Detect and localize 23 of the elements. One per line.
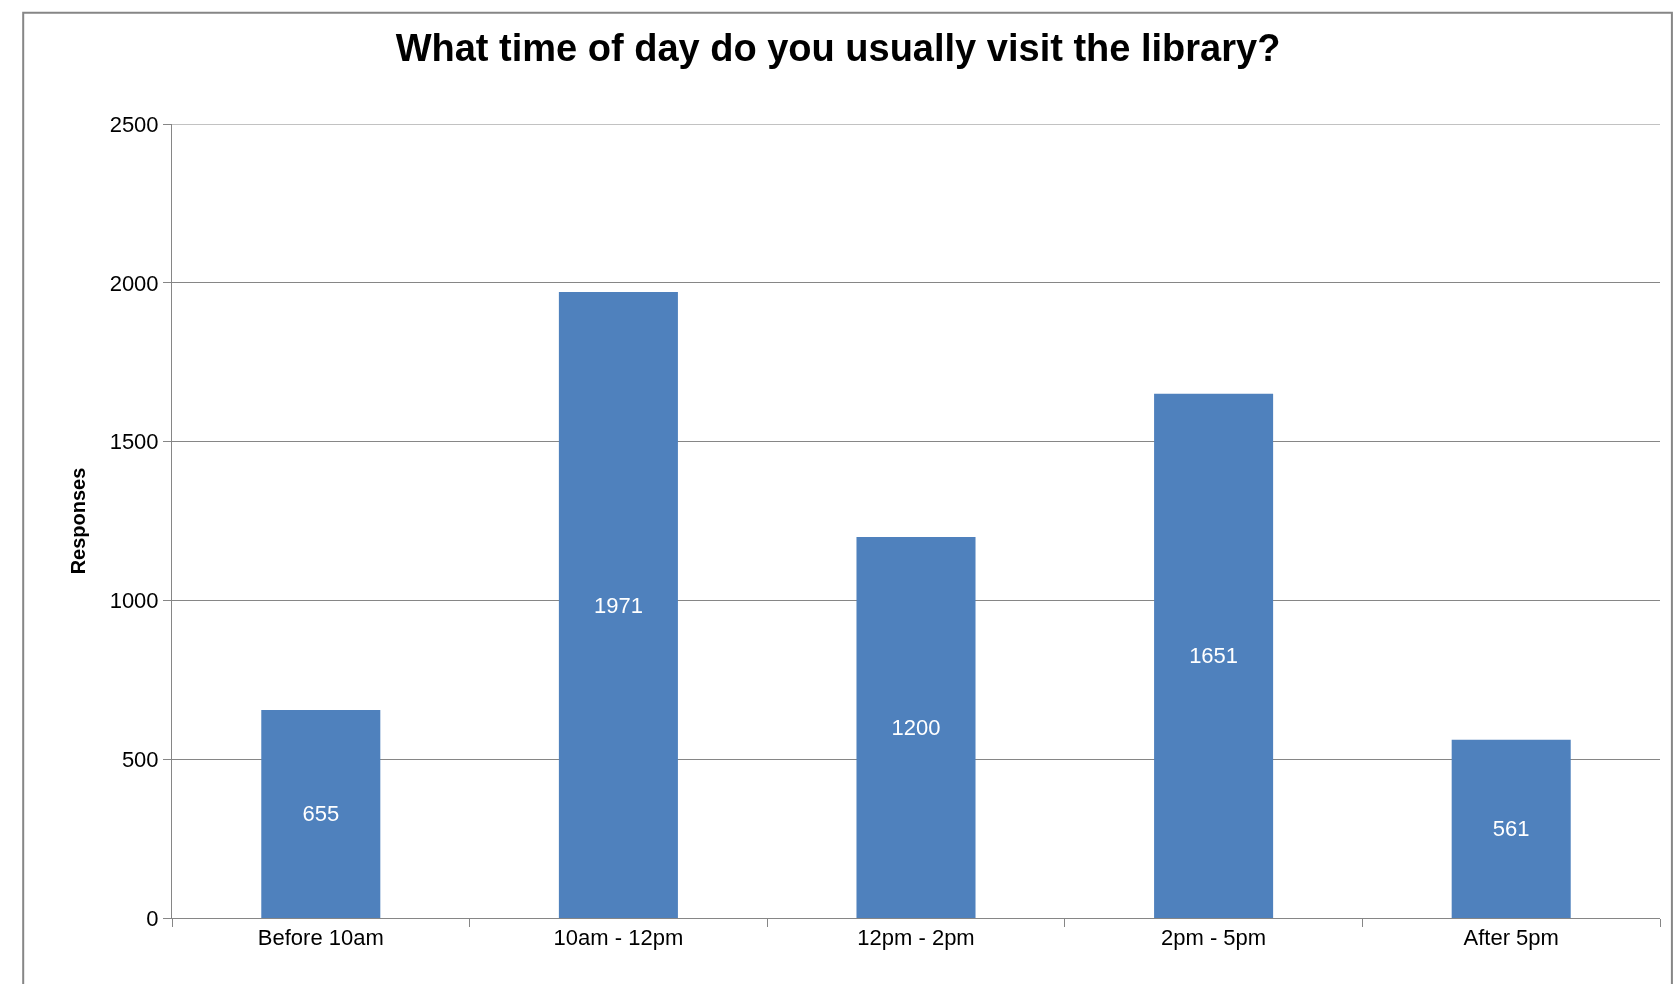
y-tick-label: 1500 xyxy=(109,429,159,455)
y-tick-label: 2500 xyxy=(109,111,159,137)
bar xyxy=(261,709,381,918)
y-tick-label: 500 xyxy=(121,746,159,772)
bar xyxy=(1451,739,1571,918)
data-label: 655 xyxy=(302,801,340,827)
bar xyxy=(558,292,678,918)
x-tick-label: After 5pm xyxy=(1463,925,1559,951)
chart-title: What time of day do you usually visit the library? xyxy=(395,27,1281,70)
data-label: 561 xyxy=(1492,816,1530,842)
data-label: 1200 xyxy=(891,714,941,740)
bar xyxy=(1154,393,1274,918)
x-tick-label: 12pm - 2pm xyxy=(857,925,975,951)
y-tick-label: 0 xyxy=(146,905,159,931)
data-label: 1971 xyxy=(593,592,643,618)
x-tick-label: 10am - 12pm xyxy=(553,925,684,951)
y-tick-label: 1000 xyxy=(109,588,159,614)
x-tick-label: 2pm - 5pm xyxy=(1161,925,1267,951)
bar xyxy=(856,536,976,918)
data-label: 1651 xyxy=(1189,643,1239,669)
y-tick-label: 2000 xyxy=(109,270,159,296)
y-axis-title: Responses xyxy=(67,467,90,575)
x-tick-label: Before 10am xyxy=(257,925,384,951)
